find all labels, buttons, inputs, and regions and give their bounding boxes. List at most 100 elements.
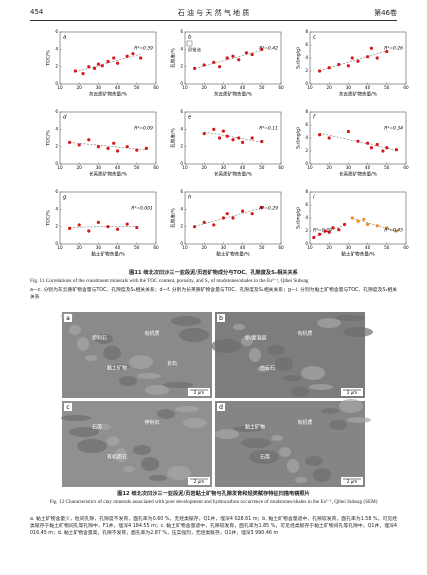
data-point — [96, 145, 100, 149]
x-tick-label: 20 — [77, 85, 83, 90]
r-squared: R²=0.45 — [384, 228, 403, 234]
sem-texture — [275, 357, 293, 371]
x-tick-label: 10 — [182, 165, 188, 170]
x-tick-label: 10 — [307, 245, 313, 250]
x-tick-label: 40 — [365, 245, 371, 250]
data-point — [241, 209, 245, 213]
trend-line — [194, 207, 262, 227]
x-tick-label: 30 — [96, 165, 102, 170]
data-point — [327, 136, 331, 140]
y-tick-label: 6 — [305, 122, 308, 127]
y-tick-label: 0 — [180, 81, 183, 86]
mineral-label: 伊利石 — [92, 334, 107, 341]
sem-texture — [309, 384, 333, 390]
data-point — [356, 219, 360, 223]
data-point — [116, 227, 120, 231]
r-squared: R²=0.39 — [134, 46, 153, 52]
x-tick-label: 20 — [202, 245, 208, 250]
figure-11: a10 20 30 40 50 600246灰云质矿物含量/%TOC/%R²=0.39b1… — [46, 29, 409, 258]
data-point — [385, 226, 389, 230]
x-tick-label: 40 — [115, 85, 121, 90]
panel-label: a — [63, 35, 67, 41]
y-tick-label: 8 — [305, 189, 308, 194]
y-tick-label: 2 — [305, 68, 308, 73]
mineral-label: 有机质孔 — [107, 453, 127, 460]
x-tick-label: 10 — [57, 165, 63, 170]
data-point — [366, 141, 370, 145]
x-tick-label: 40 — [240, 245, 246, 250]
x-tick-label: 20 — [327, 165, 333, 170]
scale-label: 2 μm — [194, 390, 204, 395]
y-tick-label: 6 — [180, 29, 183, 34]
sem-texture — [295, 477, 307, 483]
sem-texture — [119, 376, 137, 386]
data-point — [144, 146, 148, 150]
y-tick-label: 6 — [55, 109, 58, 114]
plot-frame — [184, 191, 282, 245]
x-tick-label: 60 — [153, 245, 159, 250]
plot-frame — [309, 191, 407, 245]
data-point — [318, 69, 322, 73]
x-tick-label: 60 — [278, 85, 284, 90]
x-tick-label: 30 — [346, 165, 352, 170]
sem-texture — [115, 448, 127, 462]
sem-texture — [85, 355, 97, 361]
sem-texture — [149, 475, 167, 481]
y-tick-label: 2 — [305, 148, 308, 153]
y-axis-label: 孔隙度/% — [170, 128, 177, 148]
y-tick-label: 4 — [305, 55, 308, 60]
y-tick-label: 4 — [55, 206, 58, 211]
x-tick-label: 50 — [134, 245, 140, 250]
panel-label: c — [66, 404, 69, 411]
y-tick-label: 2 — [180, 64, 183, 69]
panel-label: f — [313, 115, 316, 121]
x-tick-label: 50 — [384, 165, 390, 170]
plot-frame — [309, 111, 407, 165]
panel-label-box — [64, 314, 72, 322]
x-axis-label: 灰云质矿物含量/% — [89, 91, 128, 98]
x-tick-label: 30 — [346, 245, 352, 250]
y-tick-label: 2 — [55, 224, 58, 229]
y-tick-label: 4 — [180, 126, 183, 131]
y-tick-label: 0 — [55, 241, 58, 246]
plot-frame — [309, 31, 407, 85]
panel-label: g — [63, 195, 67, 201]
data-point — [135, 225, 139, 230]
data-point — [362, 217, 366, 221]
data-point — [369, 46, 374, 50]
data-point — [366, 55, 370, 59]
data-point — [366, 222, 370, 227]
sem-texture — [291, 387, 309, 397]
sem-texture — [339, 399, 363, 413]
x-tick-label: 20 — [327, 85, 333, 90]
data-point — [375, 56, 379, 60]
data-point — [385, 49, 389, 54]
data-point — [250, 136, 254, 140]
sem-texture — [335, 315, 365, 321]
data-point — [68, 140, 72, 144]
figure-11-caption: 图11 岐北次凹沙三一亚段泥/页岩矿物成分与TOC、孔隙度及S₁相关关系 — [129, 270, 298, 276]
data-point — [318, 133, 322, 137]
plot-frame — [59, 111, 157, 165]
sem-texture — [241, 336, 253, 346]
sem-texture — [241, 438, 271, 448]
data-point — [237, 136, 241, 140]
figure-12-caption: 图12 岐北次凹沙三一亚段泥/页岩黏土矿物与孔隙发育和烃类赋存特征扫描电镜照片 — [117, 491, 310, 497]
mineral-label: 伊利石 — [145, 419, 160, 426]
data-point — [381, 149, 385, 153]
sem-texture — [179, 328, 209, 342]
x-axis-label: 黏土矿物含量/% — [216, 251, 250, 258]
panel-label: h — [188, 195, 192, 201]
x-tick-label: 10 — [182, 245, 188, 250]
x-tick-label: 50 — [134, 85, 140, 90]
data-point — [231, 54, 235, 58]
data-point — [87, 65, 91, 69]
sem-texture — [279, 447, 291, 457]
sem-texture — [133, 445, 151, 455]
x-tick-label: 60 — [278, 165, 284, 170]
x-axis-label: 黏土矿物含量/% — [341, 251, 375, 258]
plot-frame — [184, 31, 282, 85]
data-point — [217, 136, 222, 140]
r-squared: R²=0.001 — [131, 206, 153, 212]
